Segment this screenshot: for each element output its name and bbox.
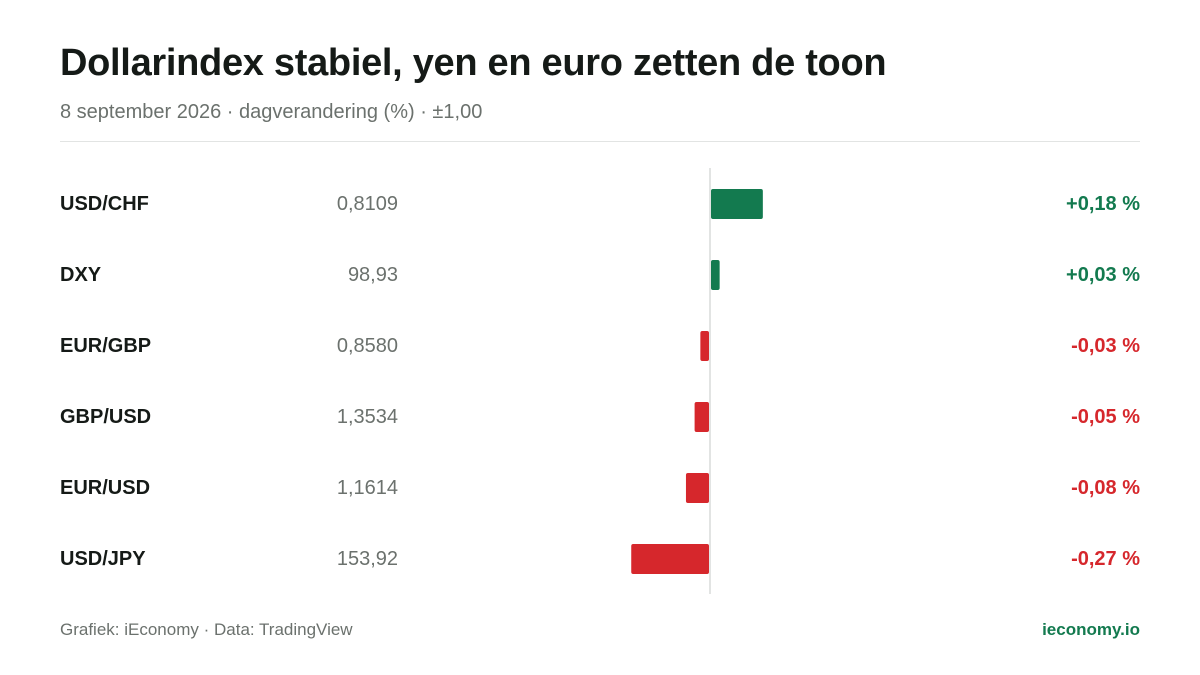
bar-eur-gbp (700, 331, 709, 361)
bar-usd-chf (711, 189, 763, 219)
table-row: GBP/USD 1,3534 -0,05 % (60, 397, 1140, 437)
brand-link[interactable]: ieconomy.io (1042, 620, 1140, 639)
price-value: 0,8109 (336, 193, 398, 215)
table-row: EUR/GBP 0,8580 -0,03 % (60, 326, 1140, 366)
pair-label: EUR/GBP (60, 335, 152, 357)
price-value: 98,93 (347, 264, 398, 286)
source-credit: Grafiek: iEconomy · Data: TradingView (60, 620, 353, 639)
pair-label: DXY (60, 264, 102, 286)
bar-eur-usd (685, 473, 709, 503)
pair-label: GBP/USD (60, 406, 152, 428)
change-value: -0,03 % (1071, 335, 1140, 357)
change-value: -0,08 % (1071, 477, 1140, 499)
change-value: -0,05 % (1071, 406, 1140, 428)
header-divider (60, 141, 1140, 142)
bar-gbp-usd (694, 402, 709, 432)
table-row: EUR/USD 1,1614 -0,08 % (60, 468, 1140, 508)
price-value: 0,8580 (336, 335, 398, 357)
price-value: 1,1614 (336, 477, 398, 499)
change-value: -0,27 % (1071, 548, 1140, 570)
table-row: USD/JPY 153,92 -0,27 % (60, 539, 1140, 579)
chart-subtitle: 8 september 2026 · dagverandering (%) · … (60, 101, 483, 123)
table-row: DXY 98,93 +0,03 % (60, 255, 1140, 295)
pair-label: EUR/USD (60, 477, 151, 499)
pair-label: USD/CHF (60, 193, 149, 215)
change-value: +0,03 % (1066, 264, 1140, 286)
price-value: 153,92 (336, 548, 398, 570)
chart-title: Dollarindex stabiel, yen en euro zetten … (60, 42, 887, 84)
pair-label: USD/JPY (60, 548, 146, 570)
table-row: USD/CHF 0,8109 +0,18 % (60, 184, 1140, 224)
price-value: 1,3534 (336, 406, 398, 428)
change-value: +0,18 % (1066, 193, 1140, 215)
bar-dxy (711, 260, 720, 290)
bar-usd-jpy (631, 544, 709, 574)
